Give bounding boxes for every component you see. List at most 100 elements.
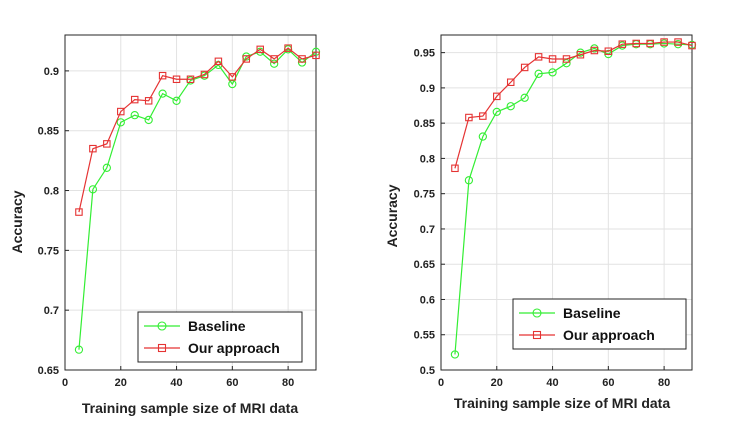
chart1-series-2-point-9 (200, 70, 209, 79)
chart1-xtick-label-3: 60 (226, 377, 238, 389)
chart2-xtick-label-4: 80 (658, 377, 670, 389)
chart1-series-1-point-2 (102, 163, 111, 172)
chart1-xtick-label-0: 0 (62, 377, 68, 389)
chart2-series-1-line (454, 42, 693, 355)
chart1-ytick-label-2: 0.75 (38, 245, 59, 257)
chart1-series-1-point-14 (270, 59, 279, 68)
chart2-series-2-point-7 (548, 55, 557, 63)
chart2-series-1-point-3 (492, 107, 501, 117)
chart2-series-2-point-8 (562, 55, 571, 63)
chart2-series-1-point-7 (548, 68, 557, 77)
chart2-xlabel: Training sample size of MRI data (454, 395, 670, 411)
chart2-series-2-point-15 (660, 38, 668, 46)
chart2-series-2-point-17 (688, 41, 696, 50)
chart2-xtick-label-0: 0 (438, 377, 444, 389)
chart1-axes-box (64, 34, 317, 371)
chart2-legend-marker-2 (532, 330, 542, 340)
chart2-ytick-label-4: 0.7 (420, 224, 435, 236)
chart1-series-2 (75, 44, 320, 216)
chart2-series-1-point-0 (450, 350, 460, 359)
chart2-ylabel: Accuracy (384, 184, 400, 247)
chart1-series-2-point-0 (75, 208, 83, 216)
chart2-legend-box (512, 298, 687, 350)
chart1-legend-label-1: Baseline (188, 318, 246, 334)
chart2-series-2 (451, 38, 696, 173)
chart1-series-1-point-6 (158, 89, 167, 98)
chart1-xtick-label-2: 40 (170, 377, 182, 389)
chart1-legend-box (137, 311, 303, 363)
chart2-legend-label-2: Our approach (563, 327, 655, 343)
chart1-series-2-point-15 (284, 44, 292, 52)
chart2-series-1-point-4 (506, 102, 515, 111)
chart1-ytick-label-3: 0.8 (44, 186, 59, 198)
chart2-series-1-point-8 (562, 59, 571, 68)
chart2-xtick-label-2: 40 (546, 377, 558, 389)
chart1-series-1-point-1 (88, 185, 98, 194)
chart2-series-2-point-6 (534, 53, 543, 61)
chart1-ytick-label-4: 0.85 (38, 126, 59, 138)
chart1-ytick-label-5: 0.9 (44, 66, 59, 78)
chart1-series-2-point-2 (103, 140, 111, 148)
chart1-legend-marker-2 (157, 343, 167, 353)
chart2: 0 20 40 60 80 0.5 0.55 0.6 0.65 0.7 0.75 0.8 0.85 0.9… (384, 34, 697, 411)
chart2-series-2-point-0 (451, 164, 459, 173)
chart2-series-1-point-6 (534, 69, 543, 78)
chart2-series-2-point-11 (604, 47, 613, 55)
chart2-series-2-point-5 (520, 63, 529, 72)
chart2-series-2-point-13 (632, 39, 640, 48)
chart2-legend-label-1: Baseline (563, 305, 621, 321)
chart2-ytick-label-2: 0.6 (420, 294, 435, 306)
chart2-xtick-label-1: 20 (491, 377, 503, 389)
chart2-series-1-point-1 (464, 176, 474, 185)
chart2-series-2-point-10 (590, 46, 599, 55)
chart2-series-2-point-2 (479, 112, 487, 120)
chart1-series-2-point-10 (214, 57, 223, 66)
chart1-xtick-label-1: 20 (115, 377, 127, 389)
chart2-ytick-label-1: 0.55 (414, 330, 435, 342)
chart1-series-1-point-4 (130, 111, 139, 120)
chart2-series-2-point-16 (674, 38, 682, 46)
chart1-series-2-point-14 (270, 55, 278, 63)
chart1-series-2-point-1 (89, 144, 97, 153)
chart2-axes-box (440, 34, 693, 371)
chart2-ytick-label-6: 0.8 (420, 153, 435, 165)
chart1-series-2-point-11 (228, 73, 237, 81)
chart1-series-2-point-8 (186, 75, 195, 84)
chart1-legend: Baseline Our approach (137, 311, 303, 363)
chart1-series-1-point-5 (144, 115, 153, 125)
chart1: 0 20 40 60 80 0.65 0.7 0.75 0.8 0.85 0.9 Training s… (9, 34, 321, 416)
chart1-series-2-point-16 (298, 55, 306, 63)
chart1-ylabel: Accuracy (9, 190, 25, 253)
chart2-series-2-point-9 (576, 50, 585, 59)
chart1-series-2-line (78, 47, 317, 213)
chart1-series-2-point-7 (172, 75, 181, 84)
chart2-series-2-point-3 (493, 92, 501, 101)
chart1-xlabel: Training sample size of MRI data (82, 400, 298, 416)
chart1-series-2-point-6 (158, 71, 167, 80)
chart2-series-2-point-4 (506, 78, 515, 87)
chart1-series-2-point-13 (256, 45, 264, 54)
chart2-ytick-label-3: 0.65 (414, 259, 435, 271)
chart2-ytick-label-8: 0.9 (420, 83, 435, 95)
chart2-series-2-point-12 (618, 40, 627, 48)
chart2-legend: Baseline Our approach (512, 298, 687, 350)
chart2-legend-marker-1 (532, 308, 542, 318)
chart1-series-1-point-3 (116, 118, 125, 127)
chart2-ytick-label-9: 0.95 (414, 48, 435, 60)
chart2-xtick-label-3: 60 (602, 377, 614, 389)
chart1-ytick-label-1: 0.7 (44, 305, 59, 317)
chart1-series-2-point-17 (312, 51, 320, 60)
chart2-ytick-label-7: 0.85 (414, 118, 435, 130)
chart1-series-1-point-0 (74, 345, 84, 354)
chart1-series-2-point-12 (242, 55, 251, 63)
chart1-series-1-point-7 (172, 96, 181, 105)
chart1-xtick-label-4: 80 (282, 377, 294, 389)
chart1-legend-label-2: Our approach (188, 340, 280, 356)
chart2-series-1-point-2 (478, 132, 487, 141)
chart1-series-2-point-5 (144, 97, 153, 105)
chart1-series-2-point-3 (117, 107, 125, 116)
chart1-series-2-point-4 (130, 95, 139, 104)
chart2-series-1-point-5 (520, 93, 529, 102)
chart2-ytick-label-5: 0.75 (414, 189, 435, 201)
